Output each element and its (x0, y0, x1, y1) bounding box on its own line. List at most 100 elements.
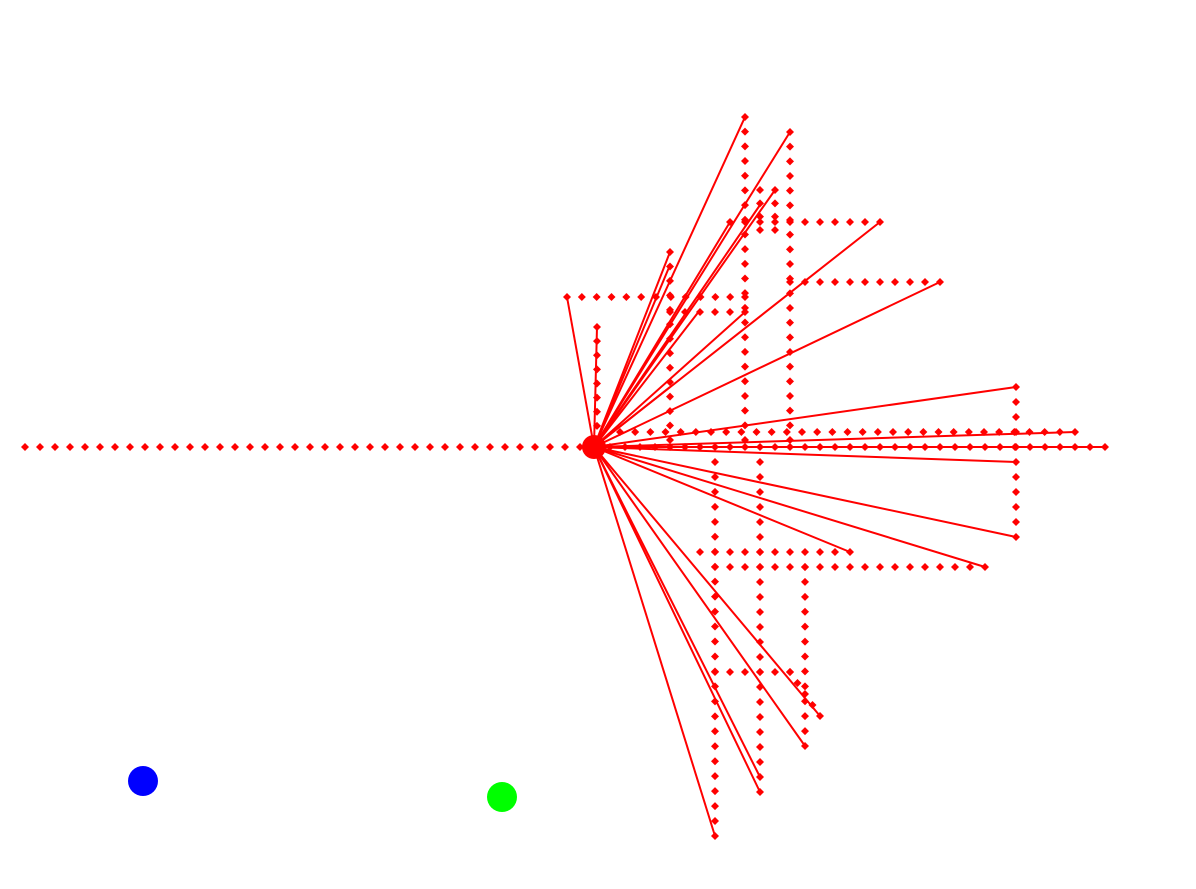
path-node (741, 293, 749, 301)
path-node (756, 458, 764, 466)
path-node (666, 421, 674, 430)
path-node (231, 443, 239, 451)
path-node (861, 563, 869, 571)
path-node (651, 443, 659, 451)
path-node (96, 443, 104, 451)
path-node (1086, 443, 1094, 451)
path-node (666, 276, 674, 285)
path-node (291, 443, 299, 451)
path-node (616, 428, 624, 436)
path-node (756, 698, 764, 706)
path-node (752, 428, 761, 436)
path-node (756, 226, 764, 234)
path-node (741, 186, 749, 195)
path-node (966, 443, 974, 451)
path-node (1012, 443, 1020, 451)
path-node (1012, 503, 1020, 511)
path-node (951, 563, 959, 571)
path-node (321, 443, 329, 451)
path-node (756, 488, 764, 496)
path-node (741, 548, 749, 556)
path-node (711, 487, 719, 496)
path-node (726, 668, 734, 676)
path-node (593, 337, 601, 346)
path-node (756, 713, 764, 721)
path-node (741, 406, 749, 415)
path-node (936, 278, 944, 286)
path-node (51, 443, 59, 451)
path-node (858, 428, 867, 436)
path-node (741, 362, 749, 371)
path-node (786, 278, 794, 286)
path-node (831, 278, 839, 286)
path-node (786, 142, 794, 151)
path-node (1026, 443, 1034, 451)
path-node (726, 293, 735, 301)
path-node (798, 428, 806, 436)
path-node (756, 623, 764, 631)
path-node (1025, 428, 1034, 436)
path-node (756, 608, 764, 616)
path-node (593, 393, 601, 402)
path-node (666, 305, 674, 314)
path-node (846, 443, 854, 451)
path-node (637, 293, 646, 301)
path-node (786, 333, 794, 342)
path-node (741, 230, 749, 239)
path-node (711, 443, 719, 451)
path-node (396, 443, 404, 451)
path-node (441, 443, 449, 451)
path-node (681, 308, 689, 316)
path-node (531, 443, 539, 451)
path-node (711, 802, 719, 811)
rays (566, 116, 1105, 837)
path-node (593, 379, 601, 388)
ray (593, 446, 761, 793)
path-node (980, 428, 988, 436)
path-node (563, 293, 571, 301)
path-node (801, 218, 809, 226)
path-node (621, 443, 629, 451)
path-node (1056, 443, 1064, 451)
path-node (786, 172, 794, 180)
path-node (786, 548, 794, 556)
path-node (861, 443, 869, 451)
path-node (741, 218, 749, 226)
path-node (1055, 428, 1064, 436)
path-node (593, 365, 601, 374)
path-node (216, 443, 224, 451)
path-node (737, 428, 746, 436)
path-node (801, 690, 809, 698)
path-node (1040, 428, 1049, 436)
path-node (741, 436, 749, 444)
ray (593, 446, 1017, 463)
path-node (801, 548, 809, 556)
path-node (756, 533, 764, 541)
path-node (711, 458, 719, 466)
path-node (801, 652, 809, 661)
ray (593, 446, 821, 717)
path-node (801, 727, 809, 736)
path-node (666, 443, 674, 451)
path-node (995, 428, 1004, 436)
path-node (876, 218, 884, 226)
path-node (981, 443, 989, 451)
path-node (1012, 533, 1020, 541)
path-node (801, 592, 809, 601)
path-node (1012, 413, 1020, 421)
path-node (756, 563, 764, 571)
path-node (786, 362, 794, 371)
path-node (786, 443, 794, 451)
path-node (767, 428, 776, 436)
path-node (756, 443, 764, 451)
path-node (741, 157, 749, 166)
path-node (81, 443, 89, 451)
path-node (786, 406, 794, 415)
path-node (741, 113, 749, 121)
path-node (711, 293, 720, 301)
path-node (681, 293, 690, 301)
path-node (696, 548, 704, 556)
path-node (786, 218, 794, 226)
path-node (889, 428, 897, 436)
